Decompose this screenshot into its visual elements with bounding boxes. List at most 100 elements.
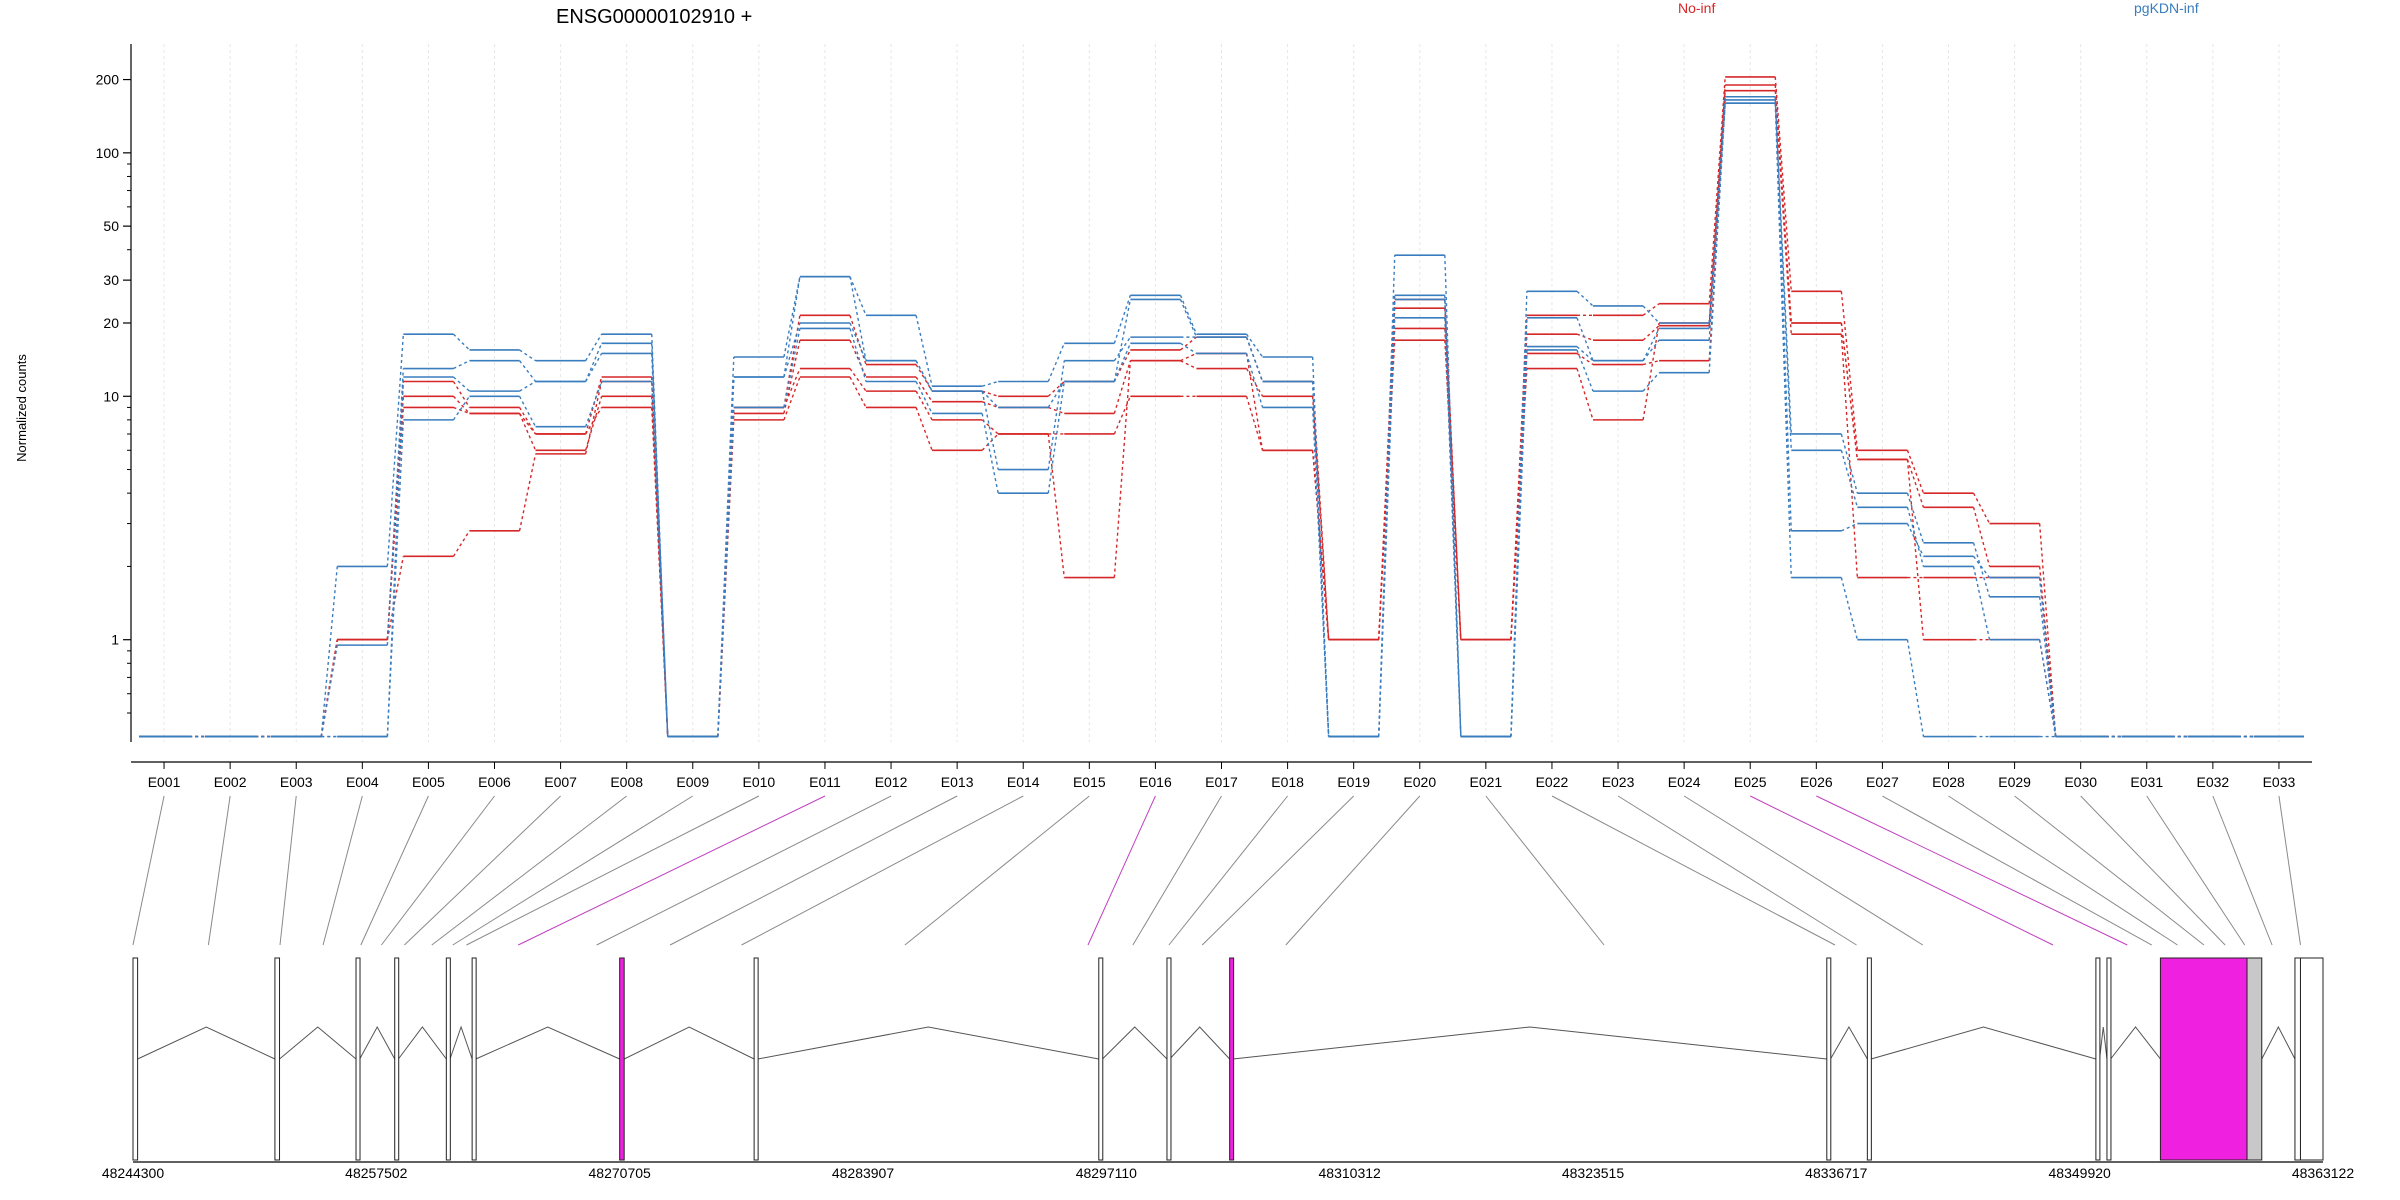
- connector-e023: [1617, 795, 1857, 946]
- connector-e014: [741, 795, 1024, 946]
- x-tick-label-e026: E026: [1800, 774, 1833, 790]
- connector-e004: [322, 795, 363, 946]
- x-tick-label-e027: E027: [1866, 774, 1899, 790]
- intron-10: [1169, 1026, 1231, 1060]
- x-tick-label-e006: E006: [478, 774, 511, 790]
- exon-block-15: [2106, 957, 2112, 1161]
- intron-12: [1830, 1025, 1868, 1060]
- coordinate-label-48323515: 48323515: [1562, 1165, 1625, 1181]
- intron-7: [623, 1026, 755, 1060]
- series-lines: [139, 76, 2304, 738]
- x-tick-label-e030: E030: [2064, 774, 2097, 790]
- intron-2: [279, 1026, 357, 1060]
- connector-e010: [466, 795, 760, 946]
- x-tick-label-e016: E016: [1139, 774, 1172, 790]
- connector-e007: [404, 795, 561, 946]
- connector-e006: [381, 795, 495, 946]
- intron-9: [1102, 1026, 1168, 1060]
- coordinate-label-48363122: 48363122: [2292, 1165, 2355, 1181]
- connector-e022: [1551, 795, 1836, 946]
- x-tick-label-e017: E017: [1205, 774, 1238, 790]
- legend-pgkdn-inf: pgKDN-inf: [2134, 0, 2199, 16]
- x-tick-label-e028: E028: [1932, 774, 1965, 790]
- intron-15: [2110, 1026, 2161, 1060]
- exon-block-19: [2299, 957, 2324, 1161]
- series-7-exon-levels: [139, 102, 2304, 738]
- connector-e001: [132, 795, 165, 946]
- intron-5: [449, 1025, 473, 1060]
- exon-block-9: [1098, 957, 1104, 1161]
- exon-block-13: [1866, 957, 1872, 1161]
- exon-block-18: [2294, 957, 2301, 1161]
- x-axis: E001 E002 E003 E004 E005 E006 E007 E008 E009 E010…: [131, 761, 2312, 790]
- exon-block-14: [2095, 957, 2101, 1161]
- x-tick-label-e013: E013: [941, 774, 974, 790]
- series-8: [139, 102, 2304, 738]
- chart-title: ENSG00000102910 +: [556, 6, 752, 28]
- intron-1: [137, 1026, 276, 1060]
- x-tick-label-e003: E003: [280, 774, 313, 790]
- y-tick-label-1: 1: [111, 632, 119, 648]
- x-tick-label-e005: E005: [412, 774, 445, 790]
- exon-block-3: [355, 957, 361, 1161]
- connector-e002: [207, 795, 231, 946]
- exon-connectors: [132, 795, 2301, 946]
- coordinate-label-48336717: 48336717: [1805, 1165, 1868, 1181]
- intron-3: [359, 1025, 396, 1060]
- exon-block-7: [619, 957, 625, 1161]
- connector-e021: [1485, 795, 1605, 946]
- exon-block-4: [394, 957, 400, 1161]
- intron-11: [1232, 1026, 1827, 1060]
- x-tick-label-e009: E009: [676, 774, 709, 790]
- coordinate-label-48283907: 48283907: [832, 1165, 895, 1181]
- exon-block-8: [753, 957, 759, 1161]
- coordinate-label-48270705: 48270705: [589, 1165, 652, 1181]
- x-tick-label-e018: E018: [1271, 774, 1304, 790]
- x-tick-label-e011: E011: [809, 774, 841, 790]
- coordinate-label-48297110: 48297110: [1076, 1165, 1137, 1181]
- connector-e008: [431, 795, 627, 946]
- connector-e020: [1285, 795, 1421, 946]
- x-tick-label-e032: E032: [2197, 774, 2230, 790]
- x-tick-label-e029: E029: [1998, 774, 2031, 790]
- intron-13: [1870, 1026, 2097, 1060]
- connector-e003: [279, 795, 297, 946]
- exon-block-1: [132, 957, 139, 1161]
- connector-e012: [596, 795, 892, 946]
- intron-17: [2261, 1025, 2296, 1060]
- x-tick-label-e033: E033: [2263, 774, 2296, 790]
- y-axis: 1 10 20 30 50 100 200: [96, 44, 132, 742]
- coordinate-label-48257502: 48257502: [345, 1165, 408, 1181]
- series-8-transitions: [189, 103, 2254, 738]
- connector-e030: [2080, 795, 2226, 946]
- exon-block-10: [1166, 957, 1172, 1161]
- intron-8: [757, 1026, 1099, 1060]
- x-tick-label-e014: E014: [1007, 774, 1040, 790]
- x-tick-label-e007: E007: [544, 774, 577, 790]
- connector-e028: [1948, 795, 2178, 946]
- x-tick-label-e002: E002: [214, 774, 247, 790]
- grid-lines: [163, 44, 2280, 742]
- connector-e033: [2278, 795, 2301, 946]
- connector-e018: [1168, 795, 1288, 946]
- series-7: [139, 102, 2304, 738]
- connector-e016: [1087, 795, 1156, 946]
- x-tick-label-e001: E001: [148, 774, 181, 790]
- y-tick-label-10: 10: [103, 388, 119, 404]
- y-tick-label-100: 100: [96, 145, 120, 161]
- series-7-transitions: [189, 103, 2254, 738]
- y-tick-label-200: 200: [96, 72, 120, 88]
- connector-e009: [452, 795, 694, 946]
- x-tick-label-e015: E015: [1073, 774, 1106, 790]
- x-tick-label-e012: E012: [875, 774, 908, 790]
- x-tick-label-e031: E031: [2130, 774, 2163, 790]
- legend-no-inf: No-inf: [1678, 0, 1715, 16]
- x-tick-label-e022: E022: [1536, 774, 1569, 790]
- exon-block-6: [471, 957, 477, 1161]
- x-tick-label-e023: E023: [1602, 774, 1635, 790]
- connector-e031: [2146, 795, 2246, 946]
- connector-e019: [1201, 795, 1355, 946]
- y-axis-label: Normalized counts: [14, 354, 29, 462]
- y-tick-label-50: 50: [103, 218, 119, 234]
